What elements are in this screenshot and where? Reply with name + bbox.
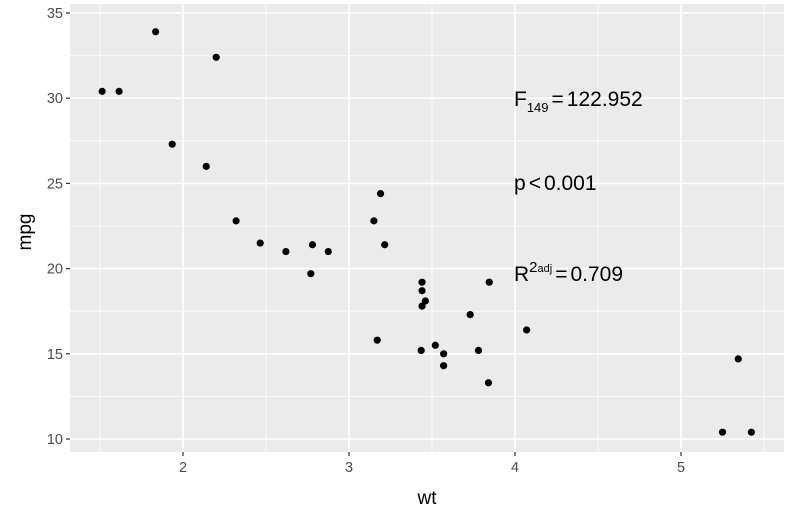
data-point [440,350,448,358]
x-tick-label: 2 [179,460,187,476]
data-point [431,341,439,349]
p-label: p [514,172,526,195]
data-point [718,428,727,436]
data-point [418,287,426,295]
f-label: F [514,88,527,111]
x-tick-label: 3 [345,460,353,476]
y-tick-label: 35 [47,6,63,22]
x-axis: 2 3 4 5 [179,452,685,476]
major-gridlines [70,4,784,452]
data-point [232,217,240,225]
panel-background [70,4,784,452]
y-tick-label: 15 [47,347,63,363]
data-point [168,140,176,148]
data-point [370,217,378,225]
data-point [381,241,389,249]
svg-text:R2adj=0.709: R2adj = 0.709 [514,259,623,286]
p-value-annotation: p <0.001 [514,172,597,195]
data-point [202,162,210,170]
data-point [308,241,317,249]
x-tick-label: 5 [677,460,685,476]
data-point [307,270,315,278]
f-subscript: 149 [527,100,549,115]
data-point [256,239,264,247]
data-point [418,302,426,310]
data-point [98,87,106,95]
data-point [418,278,426,286]
f-operator: = [552,88,564,111]
x-axis-title: wt [417,488,438,509]
data-point [324,247,332,256]
data-point [152,28,160,36]
data-point [474,346,483,354]
data-point [417,346,425,354]
minor-gridlines [70,4,784,452]
data-point [523,326,531,334]
data-point [747,428,755,436]
y-tick-label: 10 [47,432,63,448]
r-squared-annotation: R2adj = 0.709 [514,259,623,286]
y-tick-label: 25 [47,176,63,192]
data-point [466,311,474,319]
data-point [115,87,123,95]
data-point [440,362,448,370]
data-points [98,28,755,436]
f-value: 122.952 [567,88,643,111]
data-point [421,297,429,305]
r-value: 0.709 [570,263,623,286]
p-value: 0.001 [544,172,597,195]
p-operator: < [529,172,541,195]
y-axis: 10 15 20 25 30 35 [47,6,70,448]
y-tick-label: 20 [47,262,63,278]
data-point [484,379,493,387]
data-point [373,336,381,344]
r-superscript: 2 [529,259,537,276]
r-subscript: adj [538,263,553,275]
y-axis-title: mpg [15,214,36,251]
data-point [282,247,290,256]
data-point [485,278,493,286]
x-tick-label: 4 [511,460,519,476]
svg-text:p<0.001: p <0.001 [514,172,597,195]
r-label: R [514,263,529,286]
data-point [212,53,220,61]
data-point [376,190,385,198]
y-tick-label: 30 [47,91,63,107]
data-point [734,355,742,363]
r-operator: = [555,263,567,286]
svg-text:F149=122.952: F149 = 122.952 [514,88,643,115]
f-statistic-annotation: F149 = 122.952 [514,88,643,115]
